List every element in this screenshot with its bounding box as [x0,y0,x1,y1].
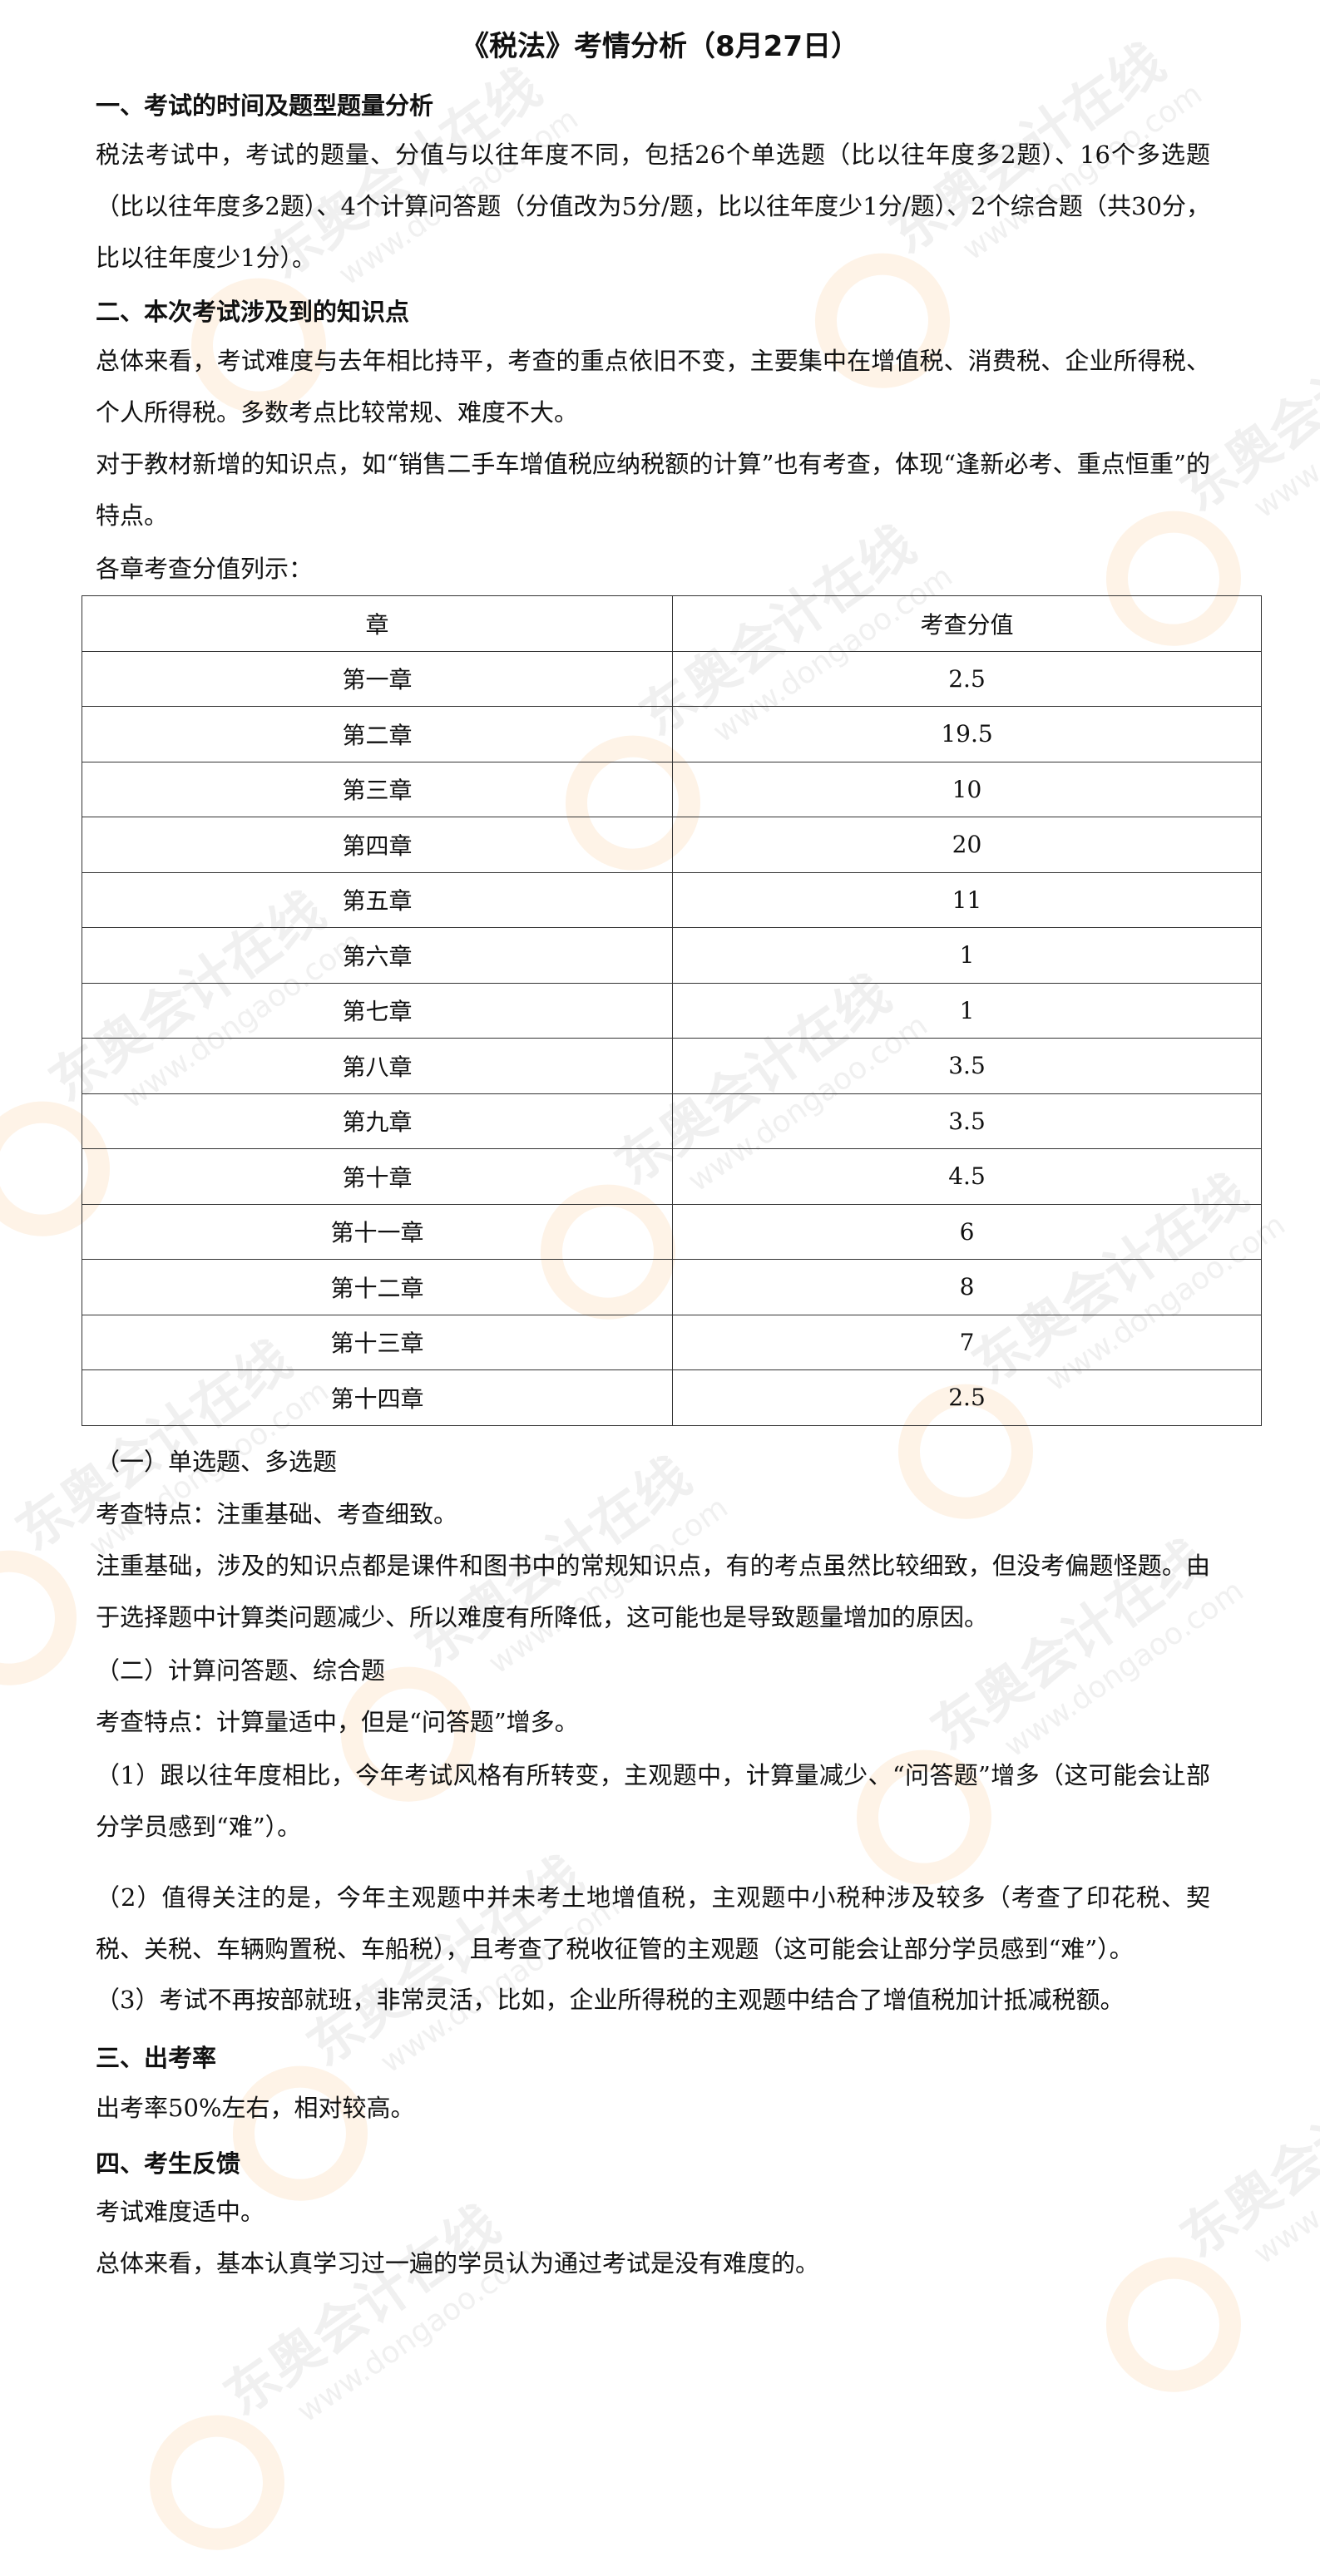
paragraph: 对于教材新增的知识点，如“销售二手车增值税应纳税额的计算”也有考查，体现“逢新必… [96,450,1210,530]
chapter-cell: 第九章 [82,1093,673,1149]
table-header-row: 章 考查分值 [82,595,1262,652]
chapter-cell: 第十一章 [82,1203,673,1260]
section-heading: 二、本次考试涉及到的知识点 [96,298,410,326]
subsection-heading: （一）单选题、多选题 [96,1448,338,1476]
section-heading: 一、考试的时间及题型题量分析 [96,91,434,120]
chapter-cell: 第十二章 [82,1259,673,1315]
score-cell: 4.5 [672,1148,1262,1205]
score-cell: 7 [672,1314,1262,1370]
table-row: 第四章 20 [82,817,1262,873]
table-row: 第九章 3.5 [82,1093,1262,1149]
chapter-cell: 第五章 [82,871,673,928]
table-row: 第二章 19.5 [82,706,1262,762]
score-cell: 20 [672,817,1262,873]
score-cell: 6 [672,1203,1262,1260]
chapter-score-table: 章 考查分值 第一章 2.5 第二章 19.5 第三章 10 第四章 20 第五章 11 第六章 1 第… [82,595,1262,1426]
paragraph: 考查特点：注重基础、考查细致。 [96,1500,458,1528]
score-cell: 1 [672,927,1262,984]
table-row: 第七章 1 [82,982,1262,1039]
paragraph: 考查特点：计算量适中，但是“问答题”增多。 [96,1708,579,1736]
score-cell: 11 [672,871,1262,928]
score-cell: 1 [672,982,1262,1039]
table-row: 第十三章 7 [82,1314,1262,1370]
table-row: 第八章 3.5 [82,1038,1262,1094]
score-cell: 2.5 [672,650,1262,707]
list-item: （3）考试不再按部就班，非常灵活，比如，企业所得税的主观题中结合了增值税加计抵减… [96,1986,1125,2014]
chapter-cell: 第十三章 [82,1314,673,1370]
score-cell: 8 [672,1259,1262,1315]
chapter-cell: 第六章 [82,927,673,984]
table-row: 第十章 4.5 [82,1148,1262,1205]
chapter-cell: 第八章 [82,1038,673,1094]
table-row: 第五章 11 [82,871,1262,928]
score-cell: 10 [672,761,1262,817]
chapter-cell: 第二章 [82,706,673,762]
table-row: 第十四章 2.5 [82,1369,1262,1426]
page-title: 《税法》考情分析（8月27日） [461,30,859,63]
chapter-cell: 第十章 [82,1148,673,1205]
chapter-cell: 第一章 [82,650,673,707]
score-cell: 3.5 [672,1093,1262,1149]
score-cell: 2.5 [672,1369,1262,1426]
table-intro: 各章考查分值列示： [96,555,314,583]
list-item: （2）值得关注的是，今年主观题中并未考土地增值税，主观题中小税种涉及较多（考查了… [96,1883,1210,1963]
table-row: 第三章 10 [82,761,1262,817]
chapter-cell: 第四章 [82,817,673,873]
table-row: 第十一章 6 [82,1203,1262,1260]
table-row: 第六章 1 [82,927,1262,984]
paragraph: 考试难度适中。 [96,2198,265,2226]
score-cell: 3.5 [672,1038,1262,1094]
paragraph: 注重基础，涉及的知识点都是课件和图书中的常规知识点，有的考点虽然比较细致，但没考… [96,1552,1210,1631]
column-header-score: 考查分值 [672,595,1262,652]
score-cell: 19.5 [672,706,1262,762]
paragraph: 税法考试中，考试的题量、分值与以往年度不同，包括26个单选题（比以往年度多2题）… [96,141,1210,272]
chapter-cell: 第七章 [82,982,673,1039]
paragraph: 出考率50%左右，相对较高。 [96,2094,415,2122]
column-header-chapter: 章 [82,595,673,652]
paragraph: 总体来看，基本认真学习过一遍的学员认为通过考试是没有难度的。 [96,2249,820,2277]
section-heading: 三、出考率 [96,2044,217,2072]
chapter-cell: 第三章 [82,761,673,817]
chapter-cell: 第十四章 [82,1369,673,1426]
subsection-heading: （二）计算问答题、综合题 [96,1656,386,1685]
section-heading: 四、考生反馈 [96,2149,241,2178]
list-item: （1）跟以往年度相比，今年考试风格有所转变，主观题中，计算量减少、“问答题”增多… [96,1761,1210,1841]
table-row: 第一章 2.5 [82,650,1262,707]
table-row: 第十二章 8 [82,1259,1262,1315]
paragraph: 总体来看，考试难度与去年相比持平，考查的重点依旧不变，主要集中在增值税、消费税、… [96,347,1210,427]
